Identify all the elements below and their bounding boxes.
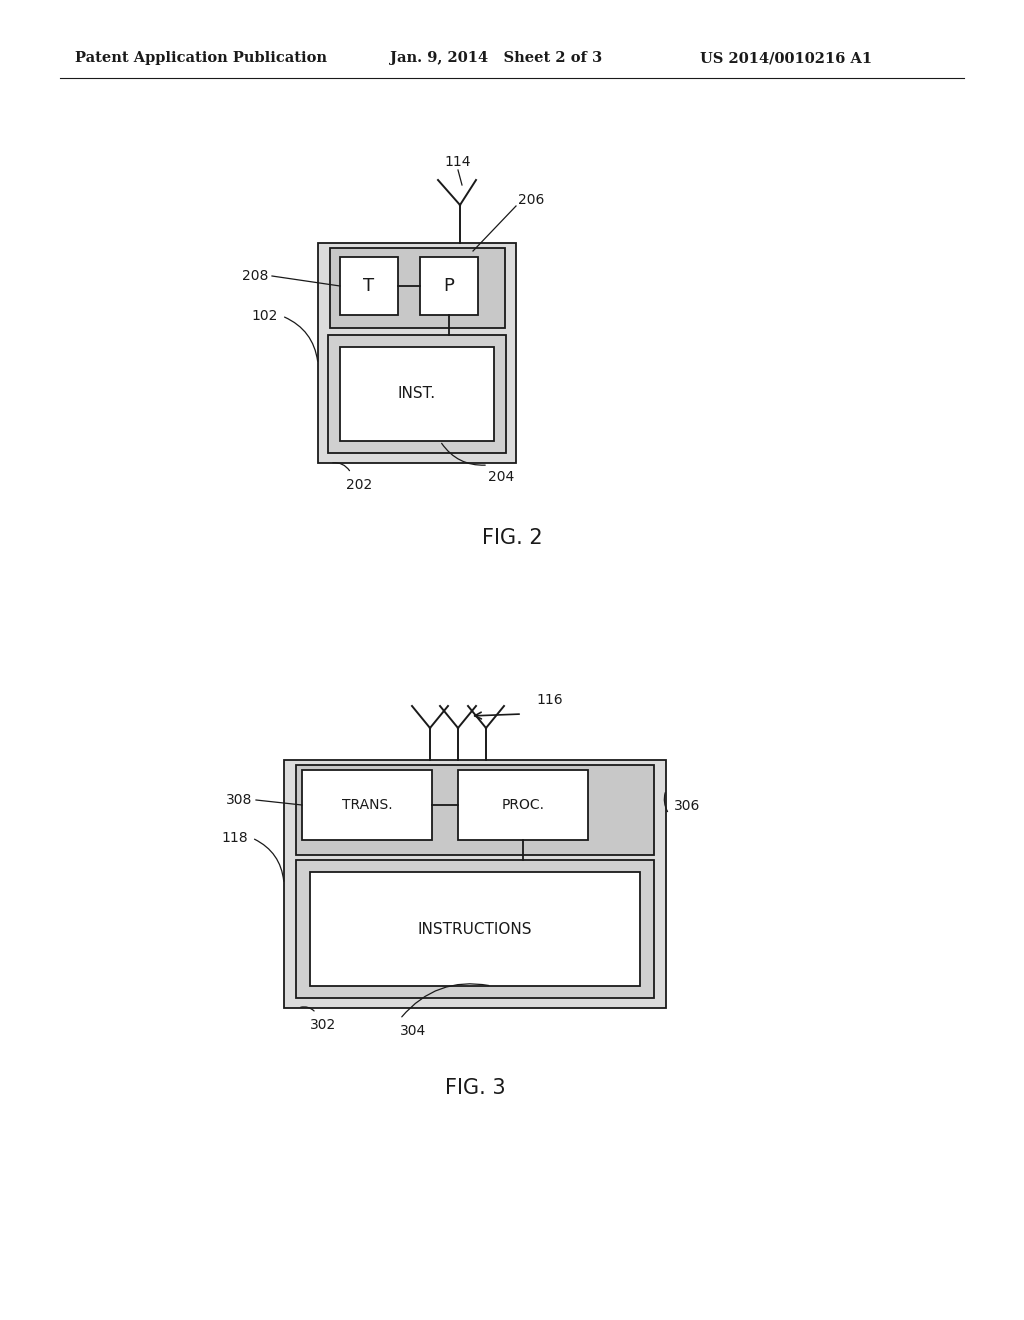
Text: INST.: INST. <box>398 387 436 401</box>
Bar <box>328 335 506 453</box>
Text: PROC.: PROC. <box>502 799 545 812</box>
Text: Patent Application Publication: Patent Application Publication <box>75 51 327 65</box>
Text: 202: 202 <box>346 478 373 492</box>
Bar <box>458 770 588 840</box>
Text: FIG. 2: FIG. 2 <box>481 528 543 548</box>
Bar <box>420 257 478 315</box>
Bar <box>302 770 432 840</box>
Text: 204: 204 <box>488 470 514 484</box>
Text: 102: 102 <box>252 309 278 323</box>
Text: 118: 118 <box>221 832 248 845</box>
Bar <box>284 760 666 1008</box>
Text: T: T <box>364 277 375 294</box>
Bar <box>296 861 654 998</box>
Bar <box>330 248 505 327</box>
Text: 304: 304 <box>400 1024 426 1038</box>
Bar <box>340 257 398 315</box>
Text: Jan. 9, 2014   Sheet 2 of 3: Jan. 9, 2014 Sheet 2 of 3 <box>390 51 602 65</box>
Text: 206: 206 <box>518 193 545 207</box>
Text: TRANS.: TRANS. <box>342 799 392 812</box>
Text: P: P <box>443 277 455 294</box>
Text: INSTRUCTIONS: INSTRUCTIONS <box>418 921 532 936</box>
Text: 306: 306 <box>674 799 700 813</box>
Text: 114: 114 <box>444 154 471 169</box>
Text: 302: 302 <box>310 1018 336 1032</box>
Text: 208: 208 <box>242 269 268 282</box>
Text: FIG. 3: FIG. 3 <box>444 1078 505 1098</box>
Text: 308: 308 <box>225 793 252 807</box>
Bar <box>318 243 516 463</box>
Text: 116: 116 <box>536 693 562 708</box>
Bar <box>296 766 654 855</box>
Bar <box>310 873 640 986</box>
Text: US 2014/0010216 A1: US 2014/0010216 A1 <box>700 51 872 65</box>
Bar <box>340 347 494 441</box>
